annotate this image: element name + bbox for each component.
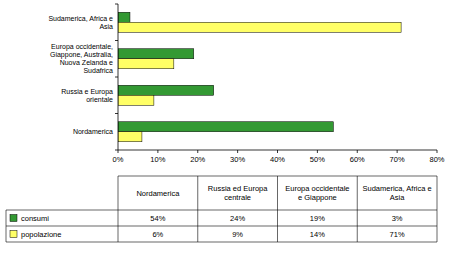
x-tick [357, 150, 358, 153]
table-header: Europa occidentalee Giappone [285, 184, 349, 202]
table-border [6, 210, 7, 242]
x-tick [397, 150, 398, 153]
x-tick-label: 40% [270, 155, 285, 164]
x-tick [157, 150, 158, 153]
category-label: Russia e Europaorientale [61, 88, 113, 103]
bar [118, 122, 333, 132]
bars [118, 12, 401, 142]
category-tick [115, 4, 118, 5]
legend-swatch [10, 215, 17, 222]
x-tick-label: 0% [113, 155, 124, 164]
table-cell: 71% [390, 230, 405, 239]
bar [118, 49, 194, 59]
bar [118, 22, 401, 32]
table-cell: 19% [310, 214, 325, 223]
legend-label: consumi [21, 214, 49, 223]
table-border [277, 176, 278, 242]
x-tick [118, 150, 119, 153]
x-tick [437, 150, 438, 153]
category-tick [115, 150, 118, 151]
bar [118, 12, 130, 22]
bar [118, 59, 174, 69]
x-tick-label: 70% [390, 155, 405, 164]
table-header: Russia ed Europacentrale [208, 184, 268, 202]
x-tick-label: 50% [310, 155, 325, 164]
x-tick [277, 150, 278, 153]
category-label: Nordamerica [73, 128, 113, 135]
chart-root: 0% 10% 20% 30% 40% 50% 60% 70% 80% Sudamerica, Af… [0, 0, 452, 266]
table-cell: 6% [152, 230, 163, 239]
table-cell: 54% [150, 214, 165, 223]
table-cell: 9% [232, 230, 243, 239]
table-cell: 3% [392, 214, 403, 223]
table-border [197, 176, 198, 242]
category-tick [115, 40, 118, 41]
bar [118, 85, 214, 95]
x-tick [237, 150, 238, 153]
category-tick [115, 113, 118, 114]
table-header: Nordamerica [136, 189, 180, 198]
category-tick [115, 77, 118, 78]
table-cell: 14% [310, 230, 325, 239]
table-border [118, 176, 119, 242]
x-tick-label: 30% [230, 155, 245, 164]
category-label: Sudamerica, Africa eAsia [48, 15, 113, 30]
legend-label: popolazione [21, 230, 61, 239]
x-tick-label: 60% [350, 155, 365, 164]
category-label: Europa occidentale,Giappone, Australia,N… [50, 43, 113, 74]
x-tick-label: 80% [429, 155, 444, 164]
table-cell: 24% [230, 214, 245, 223]
chart-svg: 0% 10% 20% 30% 40% 50% 60% 70% 80% Sudamerica, Af… [0, 0, 452, 266]
table-border [6, 210, 437, 211]
bar [118, 132, 142, 142]
x-tick-label: 10% [150, 155, 165, 164]
table-border [6, 242, 437, 243]
table-border [6, 226, 437, 227]
x-tick [197, 150, 198, 153]
bar [118, 95, 154, 105]
x-tick [317, 150, 318, 153]
table-header: Sudamerica, Africa eAsia [363, 184, 432, 202]
x-tick-label: 20% [190, 155, 205, 164]
table-border [357, 176, 358, 242]
table-border [437, 176, 438, 242]
legend-swatch [10, 231, 17, 238]
